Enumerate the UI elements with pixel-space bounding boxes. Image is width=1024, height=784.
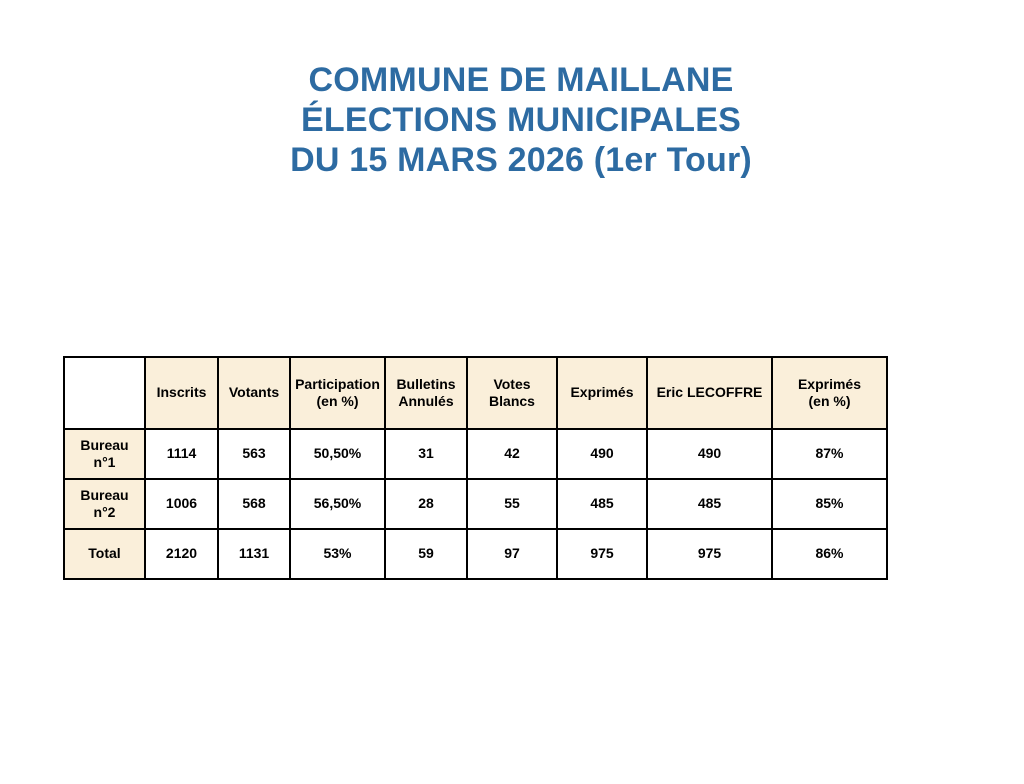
column-header-bulletins-annules: Bulletins Annulés [384, 356, 468, 430]
row-header-total: Total [63, 528, 146, 580]
cell-total-blancs: 97 [466, 528, 558, 580]
election-results-table: Inscrits Votants Participation (en %) Bu… [63, 356, 888, 580]
column-header-votes-blancs: Votes Blancs [466, 356, 558, 430]
cell-total-bulletins: 59 [384, 528, 468, 580]
cell-bureau2-bulletins: 28 [384, 478, 468, 530]
column-header-votants: Votants [217, 356, 291, 430]
header-row: Inscrits Votants Participation (en %) Bu… [63, 356, 888, 430]
cell-bureau1-lecoffre: 490 [646, 428, 773, 480]
title-line-elections: ÉLECTIONS MUNICIPALES [301, 101, 741, 139]
table-row-total: Total 2120 1131 53% 59 97 975 975 86% [63, 528, 888, 580]
column-header-inscrits: Inscrits [144, 356, 219, 430]
document-title: COMMUNE DE MAILLANE ÉLECTIONS MUNICIPALE… [0, 60, 1024, 180]
cell-bureau1-exprimes-pct: 87% [771, 428, 888, 480]
corner-empty-cell [63, 356, 146, 430]
row-header-bureau-2: Bureau n°2 [63, 478, 146, 530]
cell-total-exprimes: 975 [556, 528, 648, 580]
cell-bureau2-votants: 568 [217, 478, 291, 530]
cell-bureau1-exprimes: 490 [556, 428, 648, 480]
title-line-commune: COMMUNE DE MAILLANE [308, 61, 734, 99]
cell-bureau2-exprimes: 485 [556, 478, 648, 530]
cell-bureau2-participation: 56,50% [289, 478, 386, 530]
cell-bureau1-votants: 563 [217, 428, 291, 480]
title-line-date: DU 15 MARS 2026 (1er Tour) [290, 141, 752, 179]
cell-total-participation: 53% [289, 528, 386, 580]
column-header-eric-lecoffre: Eric LECOFFRE [646, 356, 773, 430]
cell-bureau1-bulletins: 31 [384, 428, 468, 480]
cell-bureau1-participation: 50,50% [289, 428, 386, 480]
cell-bureau2-inscrits: 1006 [144, 478, 219, 530]
cell-total-votants: 1131 [217, 528, 291, 580]
table-row-bureau-2: Bureau n°2 1006 568 56,50% 28 55 485 485… [63, 478, 888, 530]
cell-bureau1-blancs: 42 [466, 428, 558, 480]
cell-total-exprimes-pct: 86% [771, 528, 888, 580]
cell-bureau2-lecoffre: 485 [646, 478, 773, 530]
cell-total-inscrits: 2120 [144, 528, 219, 580]
row-header-bureau-1: Bureau n°1 [63, 428, 146, 480]
column-header-participation: Participation (en %) [289, 356, 386, 430]
column-header-exprimes: Exprimés [556, 356, 648, 430]
document-page: { "document": { "title_lines": [ "COMMUN… [0, 60, 1024, 784]
cell-total-lecoffre: 975 [646, 528, 773, 580]
cell-bureau1-inscrits: 1114 [144, 428, 219, 480]
cell-bureau2-blancs: 55 [466, 478, 558, 530]
column-header-exprimes-pct: Exprimés (en %) [771, 356, 888, 430]
cell-bureau2-exprimes-pct: 85% [771, 478, 888, 530]
table-row-bureau-1: Bureau n°1 1114 563 50,50% 31 42 490 490… [63, 428, 888, 480]
